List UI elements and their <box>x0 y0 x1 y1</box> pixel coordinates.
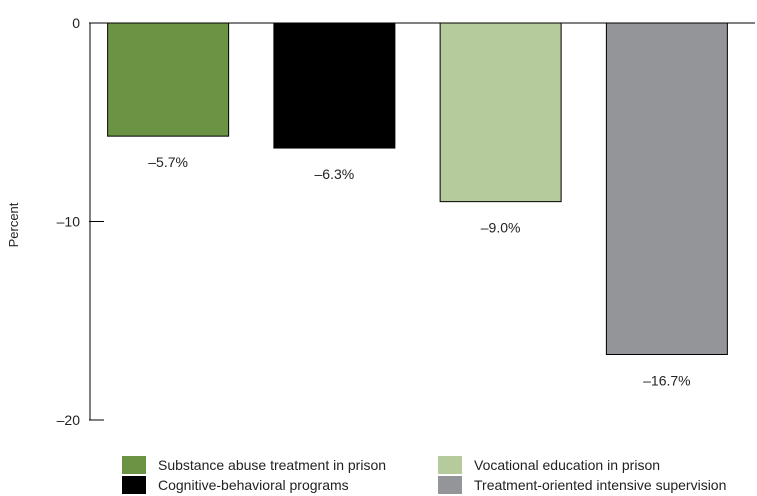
data-labels-group: –5.7% –6.3% –9.0% –16.7% <box>148 154 690 388</box>
y-axis: 0 –10 –20 <box>57 15 755 428</box>
legend-swatch <box>438 476 462 494</box>
legend-item-cognitive-behavioral: Cognitive-behavioral programs <box>122 475 349 495</box>
legend: Substance abuse treatment in prison Cogn… <box>122 455 757 496</box>
bar-4 <box>605 22 728 355</box>
legend-label: Substance abuse treatment in prison <box>158 457 387 473</box>
bars-group <box>107 22 728 355</box>
data-label-3: –9.0% <box>481 220 521 236</box>
bar-3 <box>439 22 562 203</box>
y-tick-label: –20 <box>57 412 81 428</box>
bar-chart: 0 –10 –20 –5.7% –6.3% –9.0% –16.7% Percent <box>6 15 755 428</box>
legend-label: Cognitive-behavioral programs <box>158 477 349 493</box>
y-axis-title: Percent <box>6 202 21 247</box>
data-label-1: –5.7% <box>148 154 188 170</box>
legend-swatch <box>122 476 146 494</box>
bar-1 <box>107 22 230 137</box>
legend-item-vocational-education: Vocational education in prison <box>438 455 660 475</box>
legend-item-intensive-supervision: Treatment-oriented intensive supervision <box>438 475 726 495</box>
legend-swatch <box>438 456 462 474</box>
y-tick-label: 0 <box>72 15 80 31</box>
legend-swatch <box>122 456 146 474</box>
legend-label: Vocational education in prison <box>474 457 661 473</box>
legend-label: Treatment-oriented intensive supervision <box>474 477 727 493</box>
y-tick-label: –10 <box>57 214 81 230</box>
legend-item-substance-abuse: Substance abuse treatment in prison <box>122 455 386 475</box>
bar-2 <box>273 22 396 149</box>
data-label-2: –6.3% <box>315 166 355 182</box>
data-label-4: –16.7% <box>643 372 690 388</box>
